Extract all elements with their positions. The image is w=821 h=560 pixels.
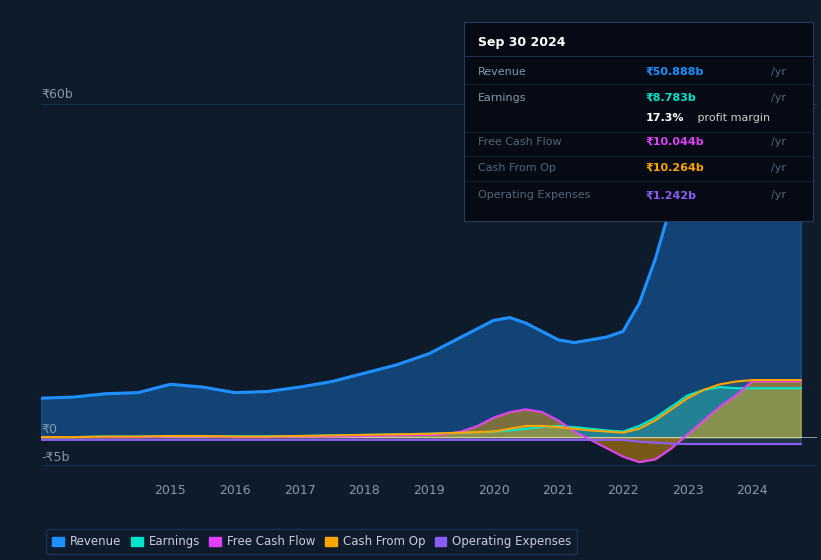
- Text: -₹5b: -₹5b: [41, 451, 70, 464]
- Legend: Revenue, Earnings, Free Cash Flow, Cash From Op, Operating Expenses: Revenue, Earnings, Free Cash Flow, Cash …: [47, 529, 577, 554]
- Text: ₹10.044b: ₹10.044b: [645, 137, 704, 147]
- Text: ₹60b: ₹60b: [41, 88, 73, 101]
- Text: /yr: /yr: [771, 162, 786, 172]
- Text: Sep 30 2024: Sep 30 2024: [478, 36, 566, 49]
- Text: profit margin: profit margin: [695, 113, 770, 123]
- Text: ₹10.264b: ₹10.264b: [645, 162, 704, 172]
- Text: /yr: /yr: [771, 93, 786, 103]
- Text: 17.3%: 17.3%: [645, 113, 684, 123]
- Text: ₹0: ₹0: [41, 423, 57, 436]
- Text: /yr: /yr: [771, 190, 786, 200]
- Text: Earnings: Earnings: [478, 93, 526, 103]
- Text: /yr: /yr: [771, 67, 786, 77]
- Text: ₹8.783b: ₹8.783b: [645, 93, 696, 103]
- Text: ₹1.242b: ₹1.242b: [645, 190, 696, 200]
- Text: Operating Expenses: Operating Expenses: [478, 190, 590, 200]
- Text: Cash From Op: Cash From Op: [478, 162, 556, 172]
- Text: Free Cash Flow: Free Cash Flow: [478, 137, 562, 147]
- Text: ₹50.888b: ₹50.888b: [645, 67, 704, 77]
- Text: /yr: /yr: [771, 137, 786, 147]
- Text: Revenue: Revenue: [478, 67, 526, 77]
